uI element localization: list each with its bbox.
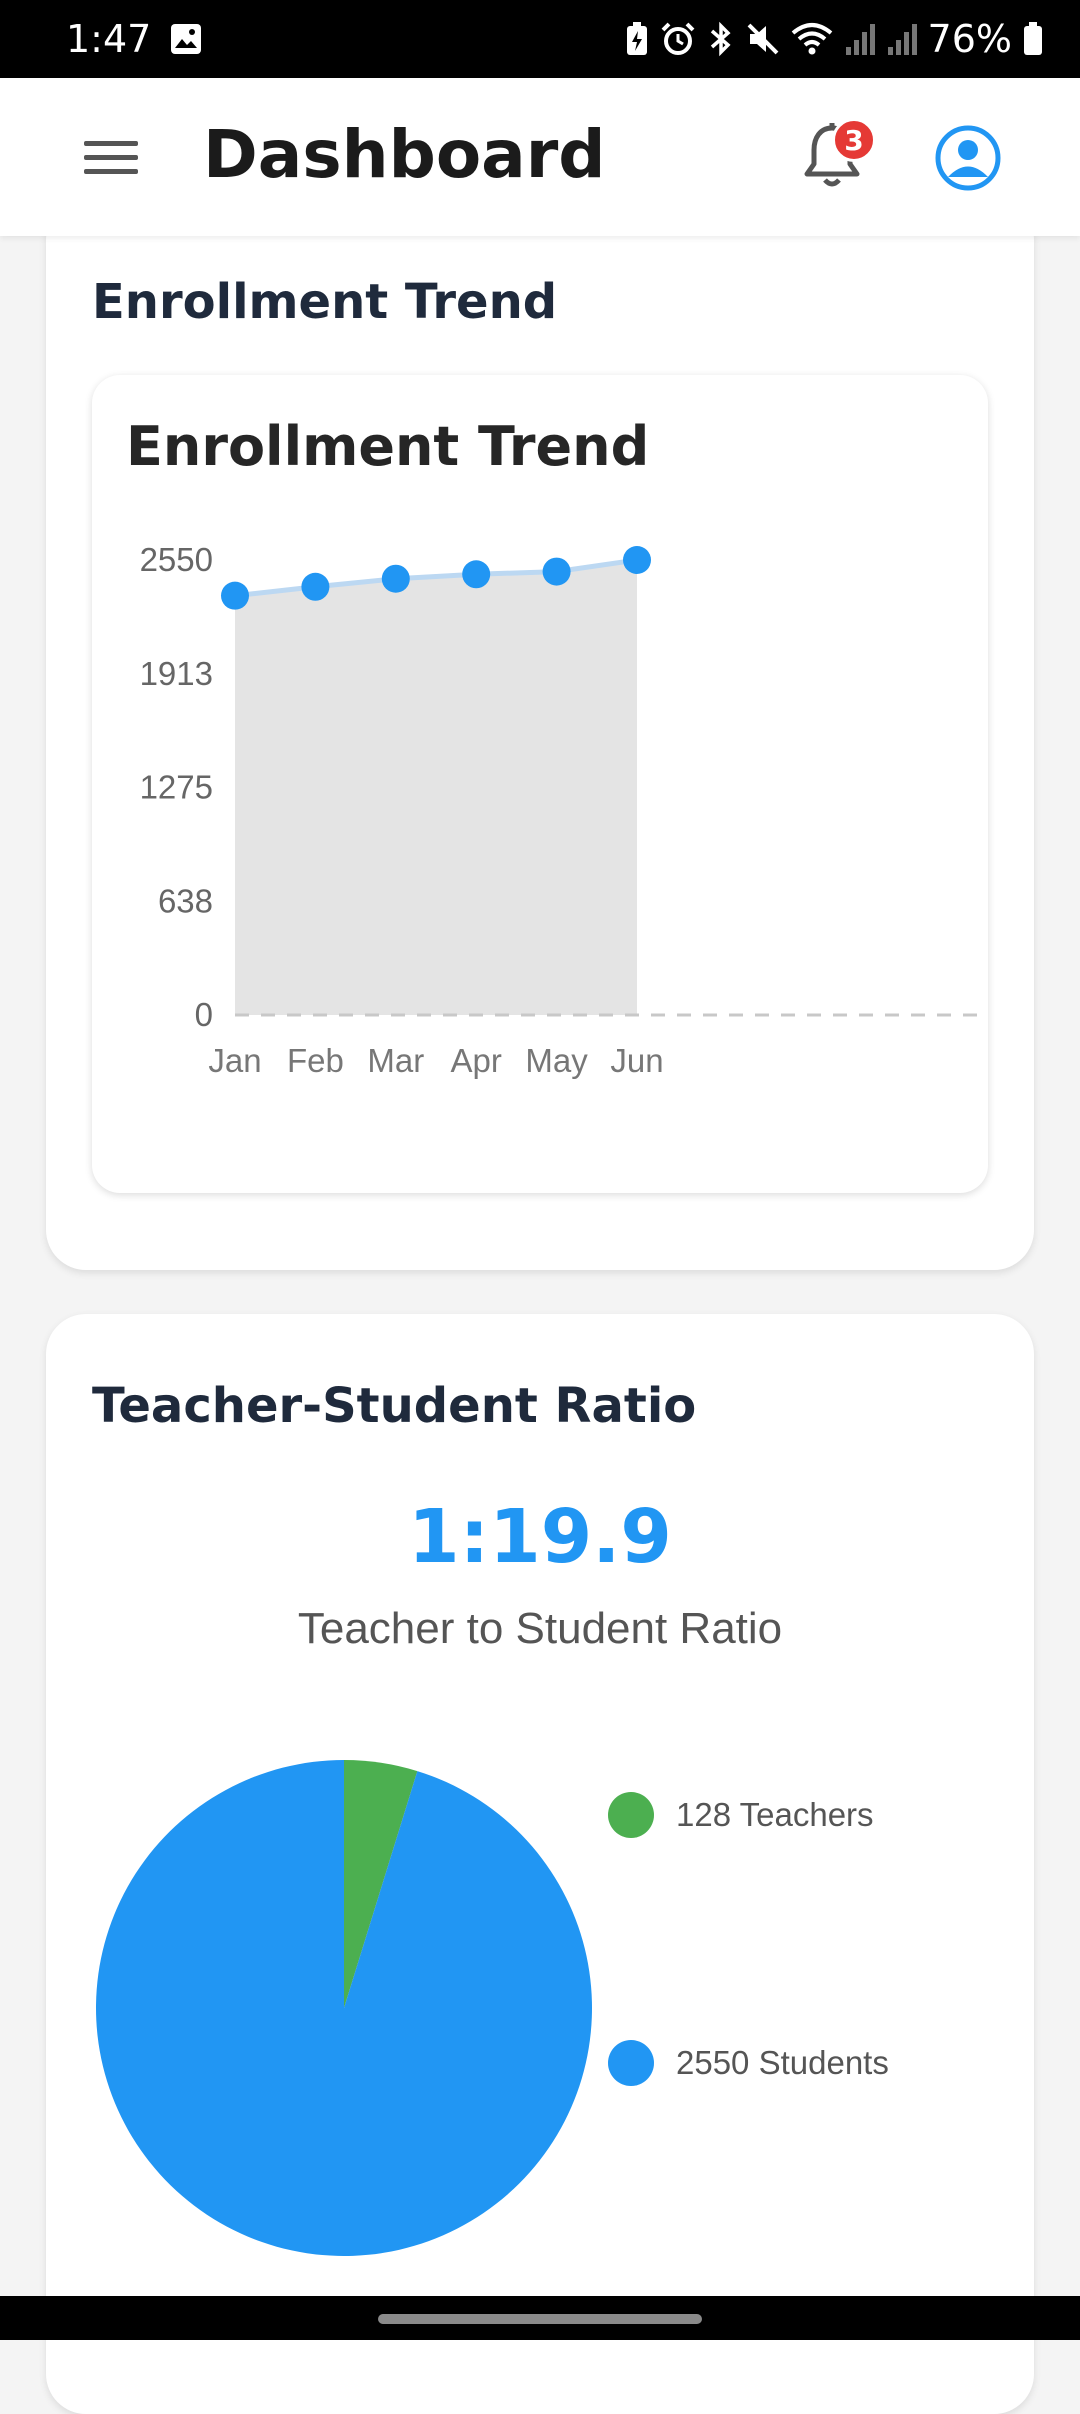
- pie-slice-teachers: [344, 1760, 418, 2008]
- battery-percent: 76%: [927, 17, 1012, 61]
- account-icon[interactable]: [934, 124, 1002, 192]
- y-tick-label: 0: [195, 996, 213, 1033]
- battery-saver-icon: [626, 22, 647, 55]
- enrollment-card: Enrollment Trend Enrollment Trend 0 638 12…: [46, 200, 1034, 1270]
- data-point: [381, 564, 410, 593]
- alarm-icon: [661, 22, 694, 55]
- legend-item-students: 2550 Students: [608, 2040, 889, 2086]
- bluetooth-icon: [710, 21, 731, 57]
- data-point: [542, 557, 571, 586]
- notification-badge: 3: [832, 118, 876, 162]
- x-tick-label: Apr: [451, 1042, 502, 1079]
- area-fill: [235, 560, 637, 1015]
- page-title: Dashboard: [203, 116, 606, 193]
- y-tick-label: 1275: [140, 769, 213, 806]
- enrollment-chart: 0 638 1275 1913 2550 Jan Feb Mar Apr May Jun: [140, 525, 988, 1079]
- image-icon: [171, 24, 202, 54]
- x-tick-label: Feb: [287, 1042, 344, 1079]
- signal-icon: [887, 24, 917, 55]
- status-bar: 1:47: [0, 0, 1080, 78]
- y-tick-label: 1913: [140, 655, 213, 692]
- chart-title: Enrollment Trend: [126, 415, 650, 478]
- legend-label: 2550 Students: [676, 2044, 889, 2081]
- enrollment-chart-card: Enrollment Trend 0 638 1275 1913 2550 Jan Feb M…: [92, 375, 988, 1193]
- pie-slice-students: [95, 1760, 592, 2256]
- section-title: Teacher-Student Ratio: [92, 1378, 697, 1434]
- signal-icon: [845, 24, 875, 55]
- legend-label: 128 Teachers: [676, 1796, 874, 1833]
- battery-icon: [1024, 22, 1042, 55]
- app-bar: Dashboard: [0, 78, 1080, 236]
- data-point: [301, 572, 330, 601]
- data-point: [221, 581, 249, 610]
- chart-edge: [986, 525, 988, 1045]
- ratio-card: Teacher-Student Ratio 1:19.9 Teacher to …: [46, 1314, 1034, 2414]
- ratio-pie-chart: [95, 1760, 592, 2256]
- data-point: [462, 560, 491, 589]
- x-tick-label: Jan: [208, 1042, 261, 1079]
- mute-icon: [747, 23, 778, 55]
- legend-dot: [608, 2040, 654, 2086]
- legend-dot: [608, 1792, 654, 1838]
- x-tick-label: Jun: [610, 1042, 663, 1079]
- legend-item-teachers: 128 Teachers: [608, 1792, 874, 1838]
- x-tick-label: May: [525, 1042, 588, 1079]
- y-tick-label: 2550: [140, 541, 213, 578]
- menu-icon[interactable]: [84, 140, 138, 176]
- wifi-icon: [791, 23, 832, 55]
- data-point: [623, 546, 651, 574]
- x-tick-label: Mar: [367, 1042, 424, 1079]
- section-title: Enrollment Trend: [92, 274, 558, 330]
- ratio-value: 1:19.9: [408, 1494, 672, 1580]
- y-tick-label: 638: [158, 882, 213, 919]
- status-time: 1:47: [66, 17, 152, 61]
- home-handle[interactable]: [378, 2314, 702, 2324]
- ratio-caption: Teacher to Student Ratio: [297, 1604, 783, 1653]
